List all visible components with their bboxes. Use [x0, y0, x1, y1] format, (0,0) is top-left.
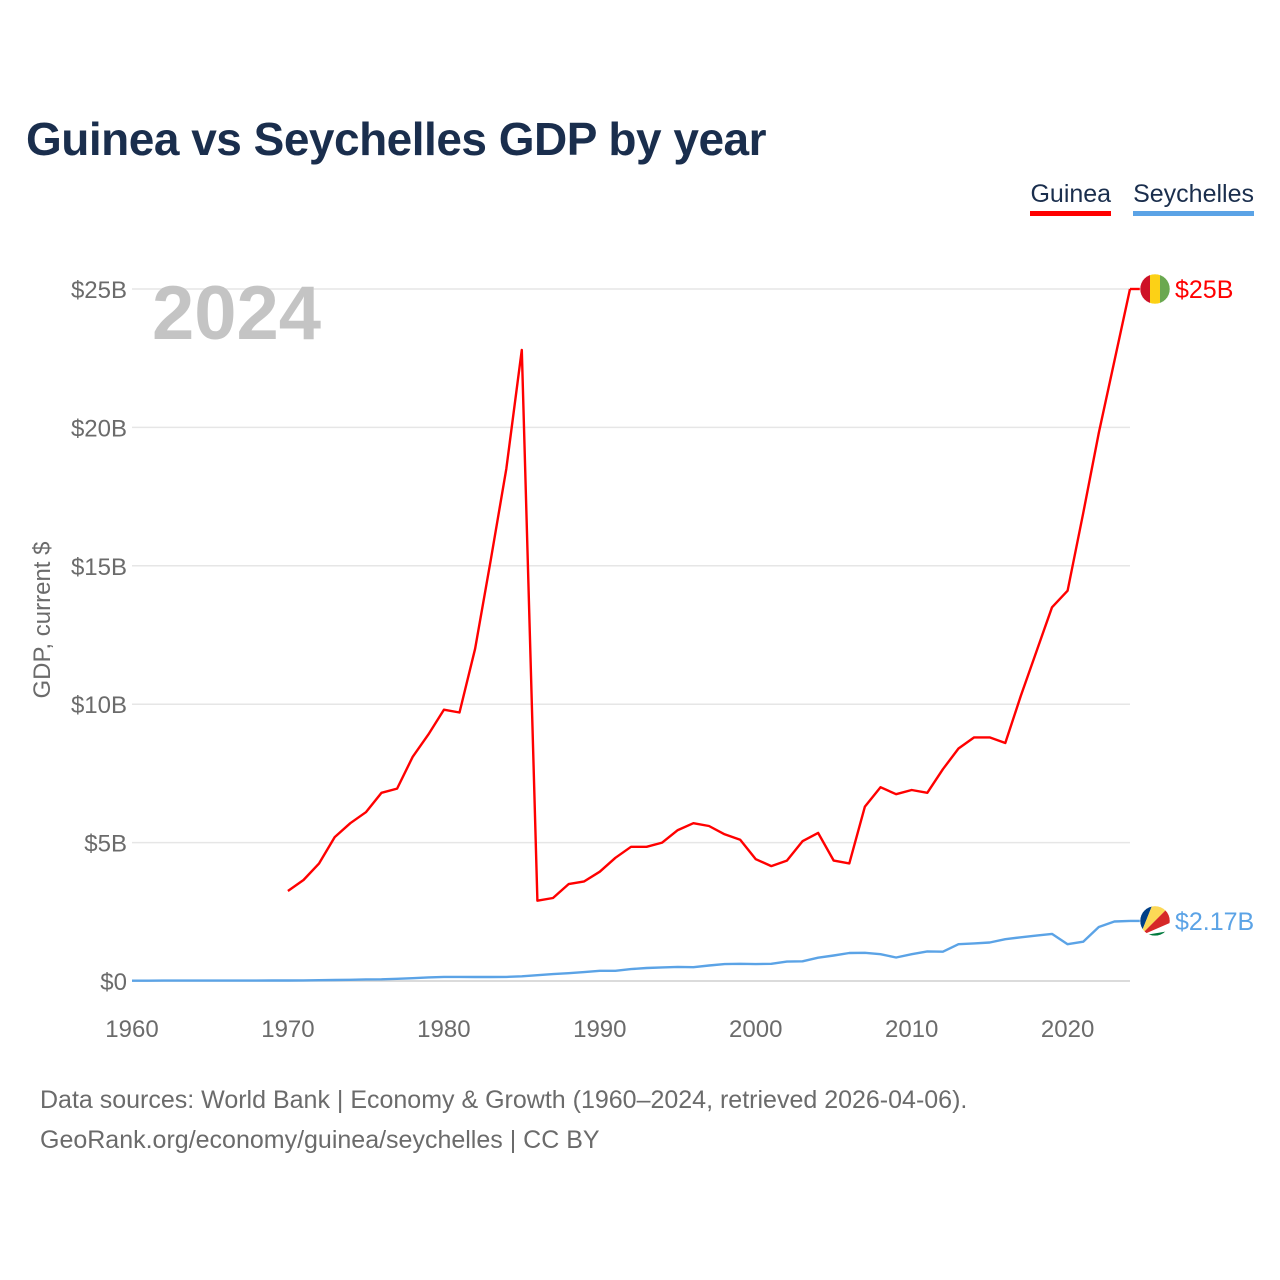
x-tick-label: 1960 [105, 1016, 158, 1043]
end-value-label: $2.17B [1175, 908, 1254, 936]
grid-lines [132, 288, 1130, 982]
guinea-flag-icon [1140, 274, 1170, 304]
footer-credit[interactable]: GeoRank.org/economy/guinea/seychelles | … [40, 1126, 600, 1154]
legend: Guinea Seychelles [1030, 180, 1254, 216]
y-axis: $0 $5B $10B $15B $20B $25B [71, 277, 127, 996]
end-value-label: $25B [1175, 276, 1233, 304]
series-line-seychelles [132, 919, 1131, 982]
y-axis-label: GDP, current $ [29, 542, 56, 699]
y-tick-label: $25B [71, 277, 127, 304]
y-tick-label: $0 [100, 969, 127, 996]
year-label: 2024 [152, 271, 322, 356]
legend-item-seychelles[interactable]: Seychelles [1133, 180, 1254, 216]
chart-title: Guinea vs Seychelles GDP by year [26, 113, 767, 165]
series-lines [132, 288, 1132, 982]
y-tick-label: $5B [84, 831, 127, 858]
legend-item-guinea[interactable]: Guinea [1030, 180, 1112, 216]
x-tick-label: 2010 [885, 1016, 938, 1043]
y-tick-label: $10B [71, 692, 127, 719]
end-markers: $25B $2.17B [1130, 273, 1254, 937]
y-tick-label: $15B [71, 554, 127, 581]
footer: Data sources: World Bank | Economy & Gro… [40, 1080, 967, 1160]
y-tick-label: $20B [71, 415, 127, 442]
x-tick-label: 1990 [573, 1016, 626, 1043]
x-tick-label: 1980 [417, 1016, 470, 1043]
x-tick-label: 2020 [1041, 1016, 1094, 1043]
x-tick-label: 2000 [729, 1016, 782, 1043]
x-axis: 1960 1970 1980 1990 2000 2010 2020 [105, 1016, 1094, 1043]
footer-sources: Data sources: World Bank | Economy & Gro… [40, 1086, 968, 1114]
x-tick-label: 1970 [261, 1016, 314, 1043]
series-line-guinea [287, 288, 1132, 902]
